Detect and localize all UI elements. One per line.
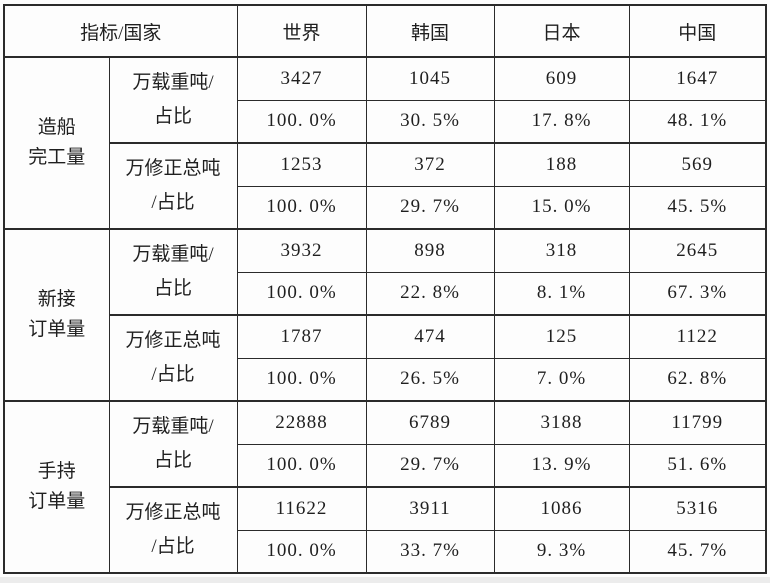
value-cell: 5316 — [628, 486, 767, 531]
metric-label-line: 万修正总吨 — [125, 158, 221, 179]
value-cell: 22888 — [236, 400, 367, 445]
table-body: 造船 完工量 万载重吨/ 占比 3427 1045 609 1647 100. … — [3, 56, 767, 574]
share-cell: 45. 7% — [628, 529, 767, 574]
share-cell: 13. 9% — [493, 443, 630, 488]
value-cell: 1122 — [628, 314, 767, 359]
table-row: 新接 订单量 万载重吨/ 占比 3932 898 318 2645 — [3, 228, 767, 402]
header-cell-japan: 日本 — [493, 4, 630, 58]
value-cell: 474 — [365, 314, 495, 359]
table-header: 指标/国家 世界 韩国 日本 中国 — [3, 4, 767, 58]
share-cell: 29. 7% — [365, 443, 495, 488]
share-cell: 26. 5% — [365, 357, 495, 402]
share-cell: 33. 7% — [365, 529, 495, 574]
metric-label-line: 占比 — [153, 278, 192, 299]
metric-label-line: 占比 — [153, 106, 192, 127]
value-cell: 569 — [628, 142, 767, 187]
metric-label-line: 占比 — [153, 450, 192, 471]
table-row: 100. 0% 33. 7% 9. 3% 45. 7% — [4, 529, 767, 574]
value-cell: 318 — [493, 228, 630, 273]
header-cell-korea: 韩国 — [365, 4, 495, 58]
header-row: 指标/国家 世界 韩国 日本 中国 — [3, 4, 767, 58]
value-cell: 1253 — [236, 142, 367, 187]
group-label-line: 新接 — [37, 289, 76, 310]
value-cell: 3932 — [236, 228, 367, 273]
group-label-line: 手持 — [37, 461, 76, 482]
metric-label-line: 万载重吨/ — [132, 72, 214, 93]
share-cell: 9. 3% — [493, 529, 630, 574]
group-label-line: 订单量 — [28, 319, 86, 340]
value-cell: 6789 — [365, 400, 495, 445]
group-label-cell-order-backlog: 手持 订单量 — [3, 400, 110, 574]
value-cell: 372 — [365, 142, 495, 187]
table-row: 万修正总吨 /占比 1787 474 125 1122 — [4, 314, 767, 402]
share-cell: 30. 5% — [365, 99, 495, 144]
value-cell: 1787 — [236, 314, 367, 359]
bottom-margin — [0, 577, 770, 583]
table-row: 手持 订单量 万载重吨/ 占比 22888 6789 3188 11799 — [3, 400, 767, 574]
share-cell: 100. 0% — [236, 357, 367, 402]
metric-label-line: 万载重吨/ — [132, 244, 214, 265]
header-cell-indicator-country: 指标/国家 — [3, 4, 238, 58]
metric-label-line: 万载重吨/ — [132, 416, 214, 437]
metric-label-line: /占比 — [151, 364, 195, 385]
share-cell: 29. 7% — [365, 185, 495, 230]
table-row: 100. 0% 26. 5% 7. 0% 62. 8% — [4, 357, 767, 402]
value-cell: 11799 — [628, 400, 767, 445]
value-cell: 1086 — [493, 486, 630, 531]
share-cell: 45. 5% — [628, 185, 767, 230]
share-cell: 17. 8% — [493, 99, 630, 144]
share-cell: 7. 0% — [493, 357, 630, 402]
share-cell: 15. 0% — [493, 185, 630, 230]
value-cell: 3911 — [365, 486, 495, 531]
value-cell: 2645 — [628, 228, 767, 273]
value-cell: 609 — [493, 56, 630, 101]
metric-label-line: /占比 — [151, 536, 195, 557]
metric-label-line: 万修正总吨 — [125, 502, 221, 523]
group-label-cell-completion: 造船 完工量 — [3, 56, 110, 230]
metric-label-cell-dwt: 万载重吨/ 占比 — [108, 400, 238, 488]
value-cell: 188 — [493, 142, 630, 187]
share-cell: 62. 8% — [628, 357, 767, 402]
share-cell: 51. 6% — [628, 443, 767, 488]
value-cell: 11622 — [236, 486, 367, 531]
table-row: 100. 0% 30. 5% 17. 8% 48. 1% — [4, 99, 767, 144]
shipbuilding-stats-table: 指标/国家 世界 韩国 日本 中国 造船 完工量 万载重吨/ 占比 3427 1… — [3, 4, 767, 574]
metric-label-line: 万修正总吨 — [125, 330, 221, 351]
share-cell: 100. 0% — [236, 185, 367, 230]
metric-label-cell-dwt: 万载重吨/ 占比 — [108, 56, 238, 144]
metric-label-cell-cgt: 万修正总吨 /占比 — [108, 142, 238, 230]
group-label-line: 完工量 — [28, 147, 86, 168]
metric-label-cell-cgt: 万修正总吨 /占比 — [108, 314, 238, 402]
value-cell: 125 — [493, 314, 630, 359]
table-row: 100. 0% 22. 8% 8. 1% 67. 3% — [4, 271, 767, 316]
share-cell: 22. 8% — [365, 271, 495, 316]
share-cell: 67. 3% — [628, 271, 767, 316]
value-cell: 898 — [365, 228, 495, 273]
share-cell: 48. 1% — [628, 99, 767, 144]
share-cell: 100. 0% — [236, 271, 367, 316]
table-row: 万修正总吨 /占比 11622 3911 1086 5316 — [4, 486, 767, 574]
group-label-line: 造船 — [37, 117, 76, 138]
share-cell: 100. 0% — [236, 99, 367, 144]
metric-label-cell-cgt: 万修正总吨 /占比 — [108, 486, 238, 574]
table-row: 100. 0% 29. 7% 13. 9% 51. 6% — [4, 443, 767, 488]
value-cell: 1045 — [365, 56, 495, 101]
metric-label-cell-dwt: 万载重吨/ 占比 — [108, 228, 238, 316]
table-row: 100. 0% 29. 7% 15. 0% 45. 5% — [4, 185, 767, 230]
group-label-cell-new-orders: 新接 订单量 — [3, 228, 110, 402]
group-label-line: 订单量 — [28, 491, 86, 512]
share-cell: 100. 0% — [236, 443, 367, 488]
header-cell-china: 中国 — [628, 4, 767, 58]
value-cell: 1647 — [628, 56, 767, 101]
value-cell: 3427 — [236, 56, 367, 101]
share-cell: 100. 0% — [236, 529, 367, 574]
value-cell: 3188 — [493, 400, 630, 445]
share-cell: 8. 1% — [493, 271, 630, 316]
table-row: 万修正总吨 /占比 1253 372 188 569 — [4, 142, 767, 230]
table-row: 造船 完工量 万载重吨/ 占比 3427 1045 609 1647 — [3, 56, 767, 230]
metric-label-line: /占比 — [151, 192, 195, 213]
header-cell-world: 世界 — [236, 4, 367, 58]
